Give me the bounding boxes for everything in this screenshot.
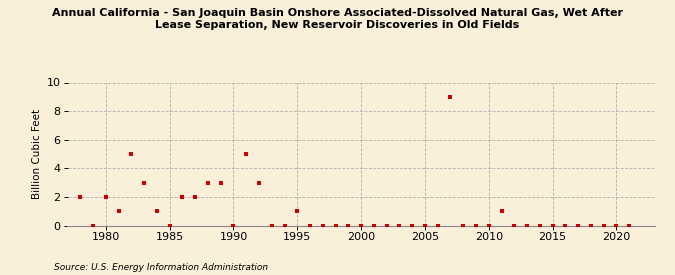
Point [407, 223, 418, 228]
Text: Annual California - San Joaquin Basin Onshore Associated-Dissolved Natural Gas, : Annual California - San Joaquin Basin On… [52, 8, 623, 30]
Point [241, 152, 252, 156]
Point [394, 223, 405, 228]
Point [458, 223, 468, 228]
Point [126, 152, 137, 156]
Point [432, 223, 443, 228]
Point [535, 223, 545, 228]
Point [560, 223, 571, 228]
Point [522, 223, 533, 228]
Point [113, 209, 124, 213]
Point [624, 223, 634, 228]
Point [202, 180, 213, 185]
Point [496, 209, 507, 213]
Point [343, 223, 354, 228]
Point [317, 223, 328, 228]
Point [101, 195, 111, 199]
Point [547, 223, 558, 228]
Point [190, 195, 200, 199]
Point [509, 223, 520, 228]
Point [611, 223, 622, 228]
Point [470, 223, 481, 228]
Point [420, 223, 431, 228]
Point [356, 223, 367, 228]
Point [445, 95, 456, 99]
Point [177, 195, 188, 199]
Point [88, 223, 99, 228]
Point [164, 223, 175, 228]
Point [279, 223, 290, 228]
Point [267, 223, 277, 228]
Point [573, 223, 584, 228]
Point [151, 209, 162, 213]
Text: Source: U.S. Energy Information Administration: Source: U.S. Energy Information Administ… [54, 263, 268, 272]
Point [304, 223, 315, 228]
Point [215, 180, 226, 185]
Point [585, 223, 596, 228]
Point [369, 223, 379, 228]
Y-axis label: Billion Cubic Feet: Billion Cubic Feet [32, 109, 43, 199]
Point [228, 223, 239, 228]
Point [381, 223, 392, 228]
Point [483, 223, 494, 228]
Point [292, 209, 302, 213]
Point [598, 223, 609, 228]
Point [138, 180, 149, 185]
Point [254, 180, 265, 185]
Point [330, 223, 341, 228]
Point [75, 195, 86, 199]
